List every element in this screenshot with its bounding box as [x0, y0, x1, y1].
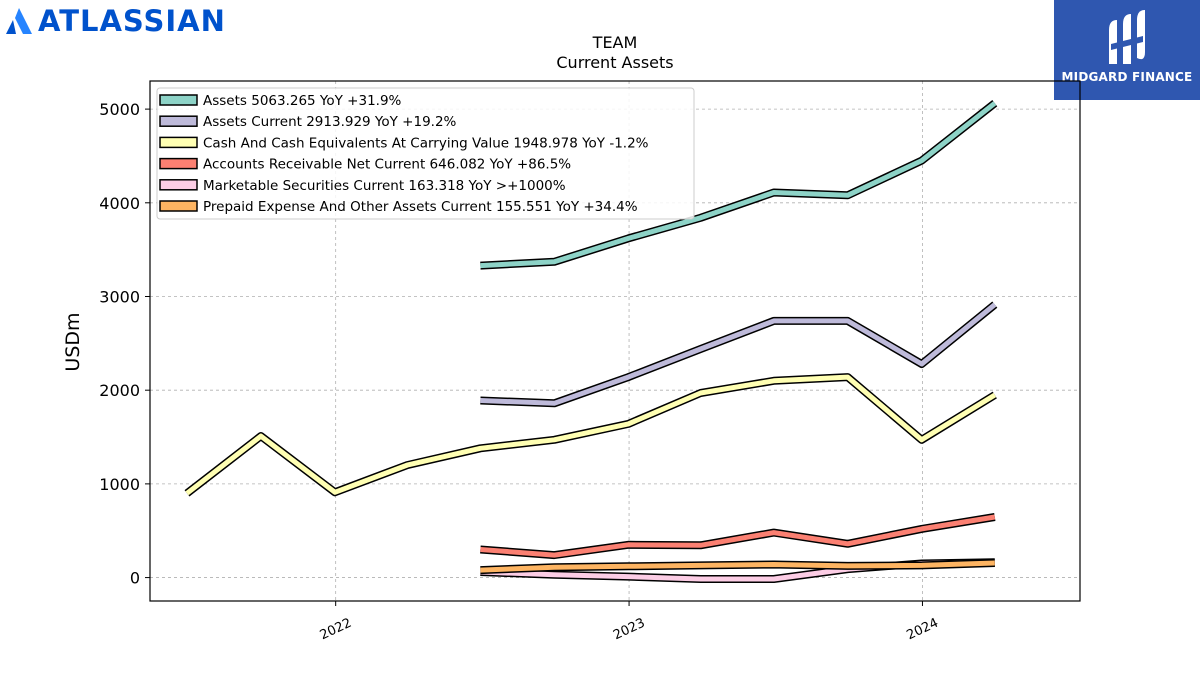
series-lines — [184, 100, 998, 583]
series-line-accounts-receivable-net-current — [480, 514, 996, 558]
legend-swatch — [159, 115, 198, 127]
y-axis-label: USDm — [62, 312, 84, 371]
atlassian-logo-icon — [6, 8, 32, 34]
midgard-logo-icon — [1109, 10, 1145, 64]
plot-frame — [149, 80, 1081, 602]
chart-title: TEAM — [592, 33, 638, 52]
x-tick-label: 2023 — [611, 616, 647, 644]
y-tick-label: 4000 — [99, 194, 140, 213]
series-line-cash-and-cash-equivalents-at-carrying-value — [185, 374, 997, 496]
legend: Assets 5063.265 YoY +31.9% Assets Current… — [156, 87, 695, 220]
legend-swatch — [159, 179, 198, 191]
series-line-assets — [480, 101, 997, 269]
x-tick-label: 2022 — [318, 616, 354, 644]
legend-swatch — [159, 94, 198, 106]
legend-swatch — [159, 200, 198, 212]
x-tick-label: 2024 — [904, 616, 940, 644]
brand-name: ATLASSIAN — [38, 4, 226, 38]
y-tick-label: 1000 — [99, 475, 140, 494]
legend-swatch — [159, 136, 198, 149]
legend-entry: Cash And Cash Equivalents At Carrying Va… — [203, 135, 649, 151]
legend-entry: Prepaid Expense And Other Assets Current… — [203, 199, 638, 215]
legend-entry: Assets 5063.265 YoY +31.9% — [203, 93, 402, 109]
badge-name: MIDGARD FINANCE — [1061, 70, 1193, 84]
midgard-finance-badge: MIDGARD FINANCE — [1054, 0, 1200, 100]
legend-entry: Accounts Receivable Net Current 646.082 … — [203, 157, 571, 173]
y-tick-label: 3000 — [99, 287, 140, 306]
legend-entry: Assets Current 2913.929 YoY +19.2% — [203, 114, 457, 130]
y-tick-label: 0 — [130, 569, 140, 588]
legend-swatch — [159, 157, 198, 170]
legend-entry: Marketable Securities Current 163.318 Yo… — [203, 178, 566, 194]
atlassian-brand: ATLASSIAN — [4, 4, 226, 38]
y-tick-label: 5000 — [99, 100, 140, 119]
chart-subtitle: Current Assets — [556, 53, 673, 72]
series-line-prepaid-expense-and-other-assets-current — [480, 560, 995, 573]
series-line-assets-current — [480, 302, 997, 406]
y-tick-label: 2000 — [99, 381, 140, 400]
series-outline-accounts-receivable-net-current — [480, 513, 996, 560]
legend-box — [156, 87, 695, 220]
